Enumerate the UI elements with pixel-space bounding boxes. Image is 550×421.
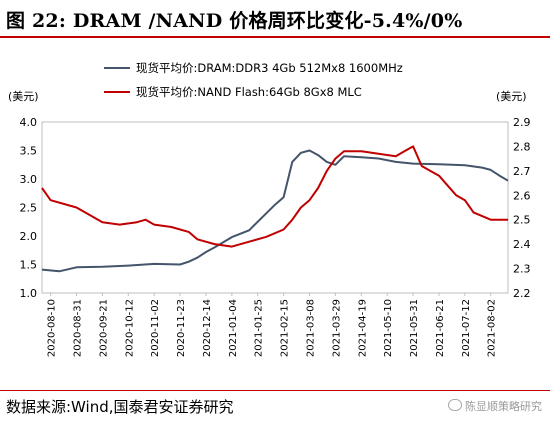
x-tick-label: 2021-02-15 (280, 299, 291, 357)
plot-area (41, 121, 509, 294)
x-tick-label: 2021-03-29 (331, 299, 342, 357)
left-tick-label: 4.0 (20, 116, 38, 129)
right-tick-label: 2.3 (513, 263, 531, 276)
plot-border (41, 121, 509, 294)
right-tick-label: 2.9 (513, 116, 531, 129)
source-bar: 数据来源:Wind,国泰君安证券研究 陈显顺策略研究 (0, 390, 550, 421)
x-tick-label: 2021-05-31 (409, 299, 420, 357)
right-tick-label: 2.2 (513, 287, 531, 300)
figure-title: 图 22: DRAM /NAND 价格周环比变化-5.4%/0% (6, 10, 463, 32)
legend-entry: 现货平均价:NAND Flash:64Gb 8Gx8 MLC (136, 85, 362, 99)
axes: 1.0 1.5 2.0 2.5 3.0 3.5 4.0 2.2 2.3 2.4 2.5 2.6 2.7 2… (8, 90, 531, 357)
left-tick-label: 1.0 (20, 287, 38, 300)
source-note: 数据来源:Wind,国泰君安证券研究 (6, 398, 234, 416)
left-tick-label: 2.5 (20, 202, 38, 215)
x-tick-label: 2020-08-31 (73, 299, 84, 357)
legend-entry: 现货平均价:DRAM:DDR3 4Gb 512Mx8 1600MHz (136, 61, 403, 75)
source-divider (0, 390, 550, 391)
series-lines (41, 145, 509, 273)
x-tick-label: 2021-05-10 (383, 299, 394, 357)
watermark: 陈显顺策略研究 (448, 398, 542, 414)
x-tick-label: 2021-01-25 (254, 299, 265, 357)
left-tick-label: 1.5 (20, 259, 38, 272)
x-tick-label: 2021-08-02 (487, 299, 498, 357)
x-tick-label: 2021-04-19 (357, 299, 368, 357)
right-tick-label: 2.7 (513, 165, 531, 178)
x-tick-label: 2020-11-02 (150, 299, 161, 357)
left-tick-label: 3.5 (20, 145, 38, 158)
left-tick-label: 3.0 (20, 173, 38, 186)
line-chart: 1.0 1.5 2.0 2.5 3.0 3.5 4.0 2.2 2.3 2.4 2.5 2.6 2.7 2… (8, 61, 531, 357)
watermark-text: 陈显顺策略研究 (465, 400, 542, 413)
x-tick-label: 2020-11-23 (176, 299, 187, 357)
dram-series-line (41, 149, 509, 273)
wechat-icon (448, 399, 462, 411)
left-unit-label: (美元) (8, 90, 39, 103)
x-tick-label: 2021-06-21 (435, 299, 446, 357)
left-tick-label: 2.0 (20, 230, 38, 243)
x-tick-label: 2021-07-12 (461, 299, 472, 357)
nand-series-line (41, 145, 508, 248)
x-tick-label: 2021-01-04 (228, 299, 239, 357)
x-tick-label: 2020-10-12 (124, 299, 135, 357)
x-tick-label: 2020-09-21 (98, 299, 109, 357)
x-tick-label: 2021-03-08 (306, 299, 317, 357)
right-tick-label: 2.4 (513, 238, 531, 251)
right-tick-label: 2.8 (513, 140, 531, 153)
x-tick-label: 2020-12-14 (202, 299, 213, 357)
right-tick-label: 2.6 (513, 189, 531, 202)
x-tick-label: 2020-08-10 (47, 299, 58, 357)
legend: 现货平均价:DRAM:DDR3 4Gb 512Mx8 1600MHz 现货平均价:… (104, 61, 403, 99)
title-bar: 图 22: DRAM /NAND 价格周环比变化-5.4%/0% (0, 0, 550, 38)
right-unit-label: (美元) (496, 90, 527, 103)
right-tick-label: 2.5 (513, 214, 531, 227)
